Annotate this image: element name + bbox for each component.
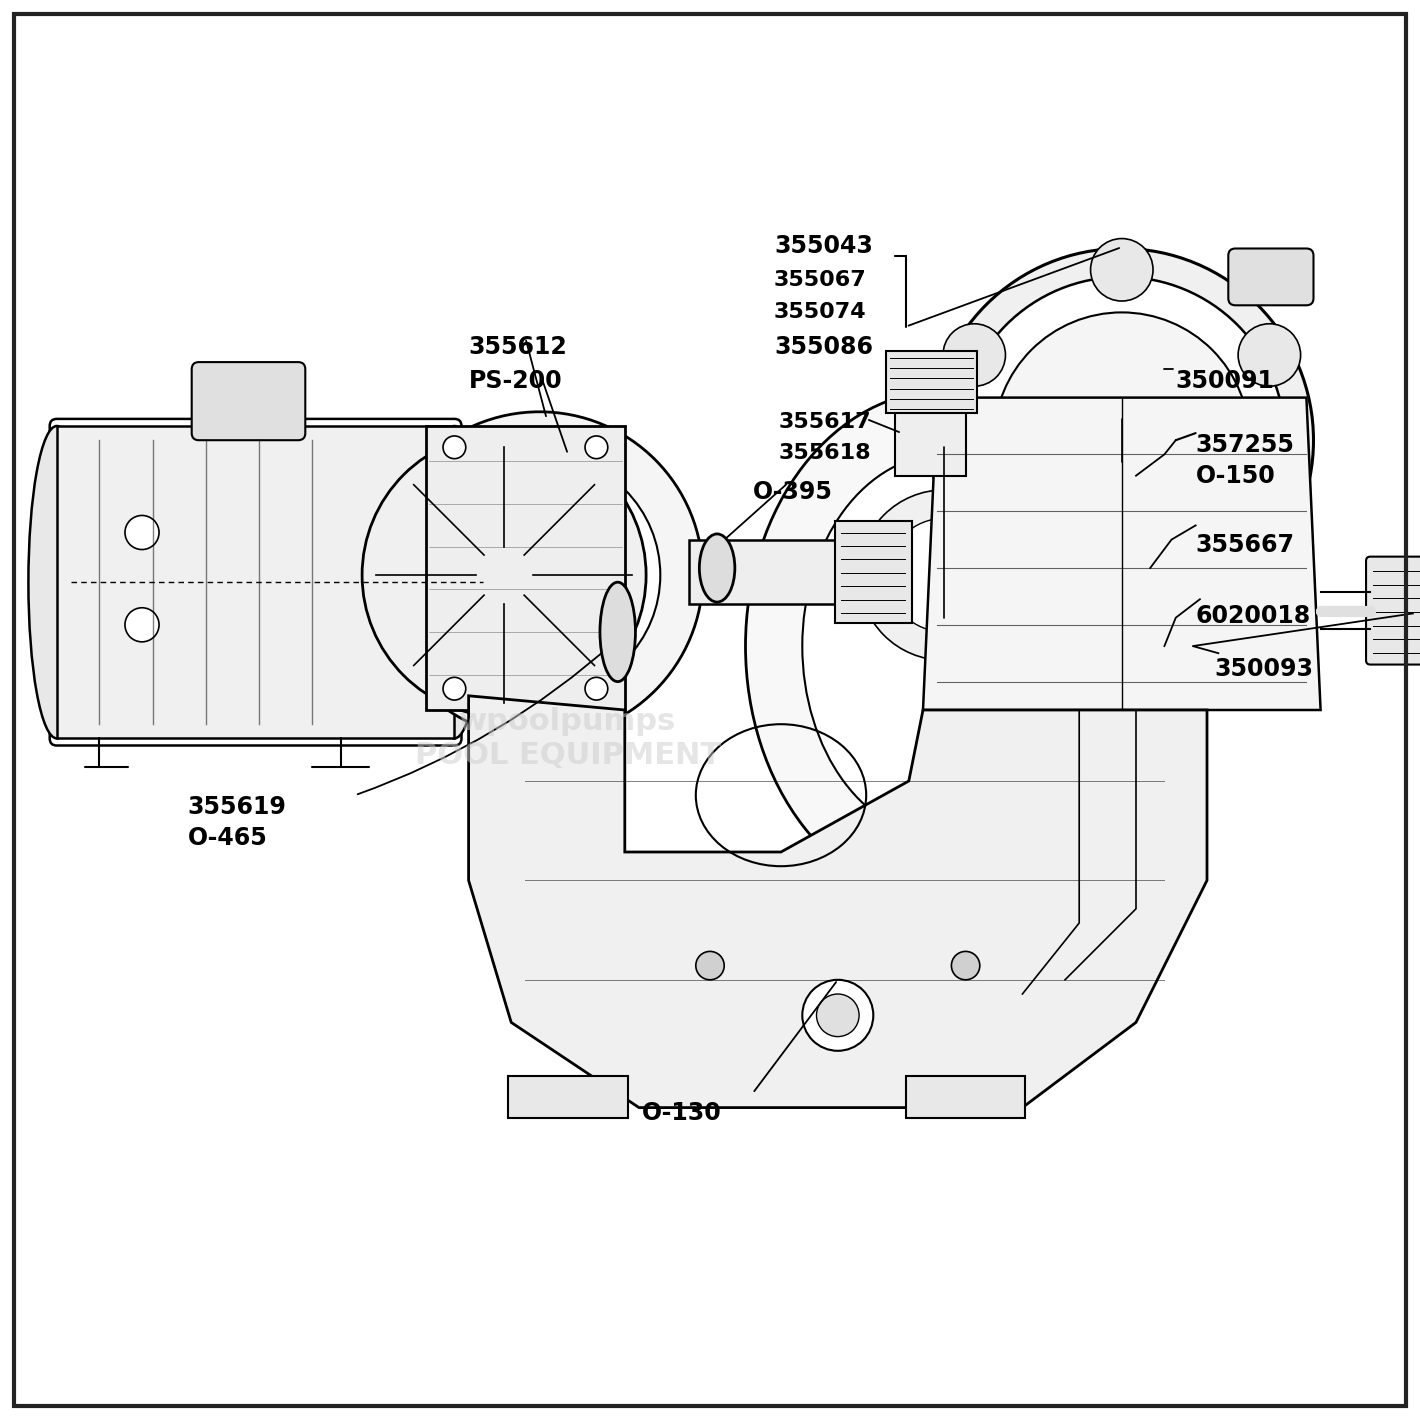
- Text: O-150: O-150: [1196, 464, 1275, 488]
- Circle shape: [951, 951, 980, 980]
- Circle shape: [1238, 494, 1301, 557]
- Circle shape: [802, 980, 873, 1051]
- Text: 355043: 355043: [774, 234, 873, 258]
- Circle shape: [696, 951, 724, 980]
- Text: PS-200: PS-200: [469, 369, 562, 393]
- FancyBboxPatch shape: [1228, 248, 1314, 305]
- Text: wpoolpumps
POOL EQUIPMENT: wpoolpumps POOL EQUIPMENT: [415, 707, 721, 770]
- Circle shape: [419, 454, 660, 696]
- Ellipse shape: [746, 391, 1143, 902]
- Text: 6020018: 6020018: [1196, 604, 1311, 628]
- Text: 355619: 355619: [187, 795, 287, 819]
- Circle shape: [859, 490, 1030, 660]
- Ellipse shape: [700, 534, 736, 602]
- Circle shape: [930, 248, 1314, 632]
- Circle shape: [1091, 579, 1153, 642]
- FancyBboxPatch shape: [906, 1076, 1025, 1118]
- FancyBboxPatch shape: [1366, 557, 1420, 665]
- Ellipse shape: [28, 426, 85, 738]
- Text: 355617: 355617: [778, 412, 870, 432]
- Polygon shape: [426, 426, 625, 710]
- Polygon shape: [923, 398, 1321, 710]
- Polygon shape: [689, 540, 838, 604]
- Text: 355067: 355067: [774, 270, 866, 290]
- Text: O-465: O-465: [187, 826, 267, 851]
- Circle shape: [443, 677, 466, 700]
- Circle shape: [490, 525, 589, 625]
- Circle shape: [514, 550, 565, 601]
- Text: O-395: O-395: [753, 480, 832, 504]
- FancyBboxPatch shape: [57, 426, 454, 738]
- Circle shape: [943, 494, 1005, 557]
- Circle shape: [959, 277, 1285, 604]
- Circle shape: [1091, 239, 1153, 301]
- Ellipse shape: [426, 426, 483, 738]
- Circle shape: [943, 324, 1005, 386]
- Text: 355612: 355612: [469, 335, 568, 359]
- FancyBboxPatch shape: [192, 362, 305, 440]
- Circle shape: [994, 312, 1250, 568]
- Text: 355086: 355086: [774, 335, 873, 359]
- Circle shape: [125, 608, 159, 642]
- Text: 357255: 357255: [1196, 433, 1295, 457]
- Circle shape: [125, 515, 159, 550]
- Ellipse shape: [802, 454, 1086, 838]
- Circle shape: [816, 994, 859, 1037]
- FancyBboxPatch shape: [50, 419, 462, 746]
- Circle shape: [585, 677, 608, 700]
- Circle shape: [585, 436, 608, 459]
- Ellipse shape: [601, 582, 636, 682]
- Circle shape: [888, 518, 1001, 632]
- Polygon shape: [469, 696, 1207, 1108]
- FancyBboxPatch shape: [508, 1076, 628, 1118]
- Circle shape: [362, 433, 646, 717]
- Text: O-130: O-130: [642, 1100, 721, 1125]
- Text: 350091: 350091: [1176, 369, 1275, 393]
- Polygon shape: [895, 412, 966, 476]
- Circle shape: [476, 547, 532, 604]
- Circle shape: [443, 436, 466, 459]
- FancyBboxPatch shape: [886, 351, 977, 413]
- Text: 350093: 350093: [1214, 657, 1314, 682]
- Text: 355618: 355618: [778, 443, 870, 463]
- Circle shape: [1238, 324, 1301, 386]
- Text: 355074: 355074: [774, 302, 866, 322]
- Circle shape: [376, 412, 703, 738]
- FancyBboxPatch shape: [835, 521, 912, 623]
- Text: 355667: 355667: [1196, 532, 1295, 557]
